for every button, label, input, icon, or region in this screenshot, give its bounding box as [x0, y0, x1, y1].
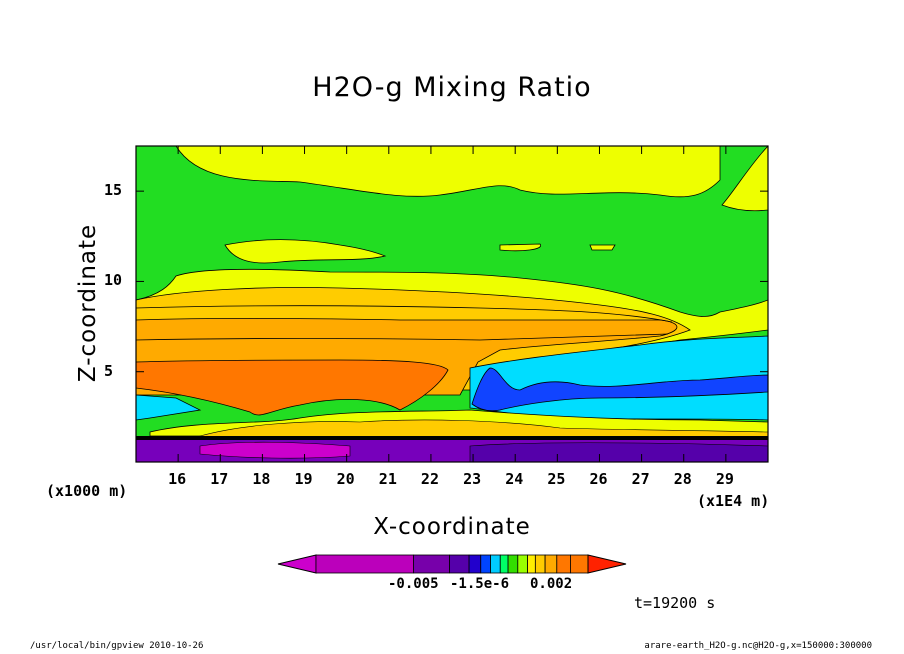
colorbar-segment [499, 554, 509, 574]
colorbar-segment [507, 554, 519, 574]
colorbar-segment [517, 554, 528, 574]
x-unit-label: (x1000 m) [46, 482, 128, 500]
x-tick-label: 24 [505, 470, 524, 488]
plot-frame [135, 145, 769, 463]
region-yellow-island [499, 243, 541, 252]
colorbar-segment [449, 554, 470, 574]
colorbar [277, 554, 627, 574]
colorbar-segment [480, 554, 491, 574]
y-tick-label: 5 [104, 361, 114, 380]
region-yellow-island [224, 239, 387, 264]
region-yellow-top [175, 146, 721, 198]
time-label: t=19200 s [634, 594, 716, 612]
x-tick-label: 21 [378, 470, 397, 488]
x-tick-label: 22 [420, 470, 439, 488]
colorbar-segment [556, 554, 571, 574]
region-yellow-topright [721, 146, 768, 212]
region-gold-low [199, 419, 768, 439]
x-axis [177, 146, 727, 462]
region-yellow-island [589, 244, 616, 251]
boundary-line [136, 436, 768, 440]
contour-line [136, 333, 669, 341]
colorbar-segment [534, 554, 546, 574]
x-tick-label: 23 [463, 470, 482, 488]
colorbar-label: -0.005 [388, 576, 439, 592]
colorbar-segment [544, 554, 558, 574]
colorbar-min-arrow [277, 554, 317, 574]
colorbar-segment [413, 554, 450, 574]
region-violet [469, 442, 768, 462]
region-blue [471, 367, 768, 412]
x-tick-label: 27 [631, 470, 650, 488]
x-tick-label: 28 [673, 470, 692, 488]
x-tick-label: 20 [336, 470, 355, 488]
y-tick-label: 15 [104, 181, 123, 200]
colorbar-segment [527, 554, 536, 574]
colorbar-segment [570, 554, 589, 574]
x-tick-label: 18 [252, 470, 271, 488]
colorbar-segment [490, 554, 501, 574]
y-axis-label: Z-coordinate [75, 223, 101, 383]
colorbar-max-arrow [587, 554, 627, 574]
chart-title: H2O-g Mixing Ratio [312, 72, 592, 103]
region-magenta [199, 441, 351, 459]
x-tick-label: 19 [294, 470, 313, 488]
contour-field [136, 146, 768, 462]
region-cyan-left [136, 394, 202, 421]
x-tick-label: 17 [210, 470, 229, 488]
x-axis-label: X-coordinate [373, 514, 531, 540]
colorbar-label: 0.002 [530, 576, 573, 592]
colorbar-segment [468, 554, 482, 574]
x-tick-label: 29 [715, 470, 734, 488]
x-scale-label: (x1E4 m) [697, 492, 770, 510]
y-axis [136, 190, 768, 373]
contour-line [136, 305, 673, 323]
x-tick-label: 26 [589, 470, 608, 488]
x-tick-label: 25 [547, 470, 566, 488]
colorbar-segment [315, 554, 414, 574]
x-tick-label: 16 [168, 470, 187, 488]
y-tick-label: 10 [104, 271, 123, 290]
footer-left: /usr/local/bin/gpview 2010-10-26 [30, 641, 204, 651]
region-dark-orange [136, 359, 449, 416]
colorbar-label: -1.5e-6 [450, 576, 510, 592]
footer-right: arare-earth_H2O-g.nc@H2O-g,x=150000:3000… [644, 641, 872, 651]
